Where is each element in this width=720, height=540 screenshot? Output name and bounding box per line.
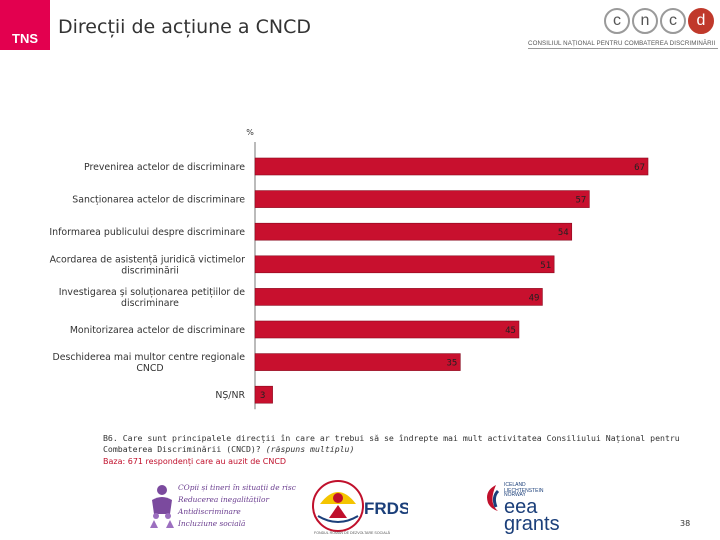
base-text: Baza: 671 respondenți care au auzit de C… (103, 457, 287, 466)
logo1-line: Antidiscriminare (178, 507, 241, 516)
eea-country: LIECHTENSTEIN (504, 488, 544, 494)
frds-subtext: FONDUL ROMÂN DE DEZVOLTARE SOCIALĂ (314, 531, 391, 535)
cncd-letter: d (688, 8, 714, 34)
category-label: Monitorizarea actelor de discriminare (70, 325, 245, 336)
question-body: B6. Care sunt principalele direcții în c… (103, 433, 680, 454)
eea-country: ICELAND (504, 482, 526, 488)
bar-chart: % 67 Prevenirea actelor de discriminare 57 S… (49, 128, 649, 410)
category-label: Sancționarea actelor de discriminare (72, 195, 245, 206)
category-label: CNCD (136, 363, 163, 374)
category-label: discriminării (121, 265, 179, 276)
frds-emblem: FRDS FONDUL ROMÂN DE DEZVOLTARE SOCIALĂ (312, 480, 410, 535)
people-icon (150, 485, 174, 528)
tns-logo: TNS (0, 0, 50, 50)
eea-country: NORWAY (504, 492, 526, 498)
bar-value-label: 45 (505, 326, 516, 336)
cncd-letters: c n c d (604, 8, 714, 34)
cncd-letter: c (604, 8, 630, 34)
unit-label: % (246, 128, 254, 137)
eea-word: eea (504, 496, 538, 518)
category-label: Investigarea și soluționarea petițiilor … (59, 287, 246, 298)
category-label: Acordarea de asistență juridică victimel… (50, 254, 246, 265)
logo1-line: COpii și tineri în situații de risc (178, 483, 296, 492)
category-label: Informarea publicului despre discriminar… (49, 227, 245, 238)
cncd-subtitle: CONSILIUL NAȚIONAL PENTRU COMBATEREA DIS… (528, 40, 716, 47)
logo1-line: Incluziune socială (178, 519, 246, 528)
category-label: Deschiderea mai multor centre regionale (52, 352, 245, 363)
eea-swoosh-icon (487, 485, 500, 511)
page-number: 38 (680, 519, 691, 528)
bar-value-label: 54 (558, 228, 569, 238)
cncd-letter: c (660, 8, 686, 34)
cncd-letter: n (632, 8, 658, 34)
cncd-logo: c n c d CONSILIUL NAȚIONAL PENTRU COMBAT… (528, 8, 718, 52)
question-text: B6. Care sunt principalele direcții în c… (103, 433, 693, 455)
bar (254, 222, 573, 241)
logo1-line: Reducerea inegalităților (178, 495, 270, 504)
bar (254, 353, 461, 371)
bar-value-label: 67 (634, 163, 645, 173)
bar (254, 157, 649, 176)
bar-value-label: 35 (446, 359, 457, 369)
bar (254, 320, 520, 339)
bar-value-label: 3 (260, 391, 265, 401)
bar (254, 255, 555, 274)
frds-text: FRDS (364, 499, 408, 518)
copii-tineri-logo: COpii și tineri în situații de risc Redu… (148, 478, 296, 534)
category-label: NȘ/NR (215, 390, 245, 401)
bar (254, 288, 543, 306)
bar-value-label: 57 (575, 196, 586, 206)
bar-value-label: 49 (529, 293, 540, 303)
eea-word: grants (504, 513, 560, 535)
category-label: discriminare (121, 298, 179, 309)
page-title: Direcții de acțiune a CNCD (58, 16, 311, 38)
category-label: Prevenirea actelor de discriminare (84, 162, 245, 173)
bar-value-label: 51 (540, 261, 551, 271)
eea-grants-logo: ICELAND LIECHTENSTEIN NORWAY eea grants (482, 480, 572, 534)
question-note: (răspuns multiplu) (265, 444, 355, 454)
cncd-underline (528, 48, 718, 49)
bar (254, 190, 590, 208)
bar (254, 385, 273, 404)
frds-logo: FRDS FONDUL ROMÂN DE DEZVOLTARE SOCIALĂ (312, 478, 410, 536)
